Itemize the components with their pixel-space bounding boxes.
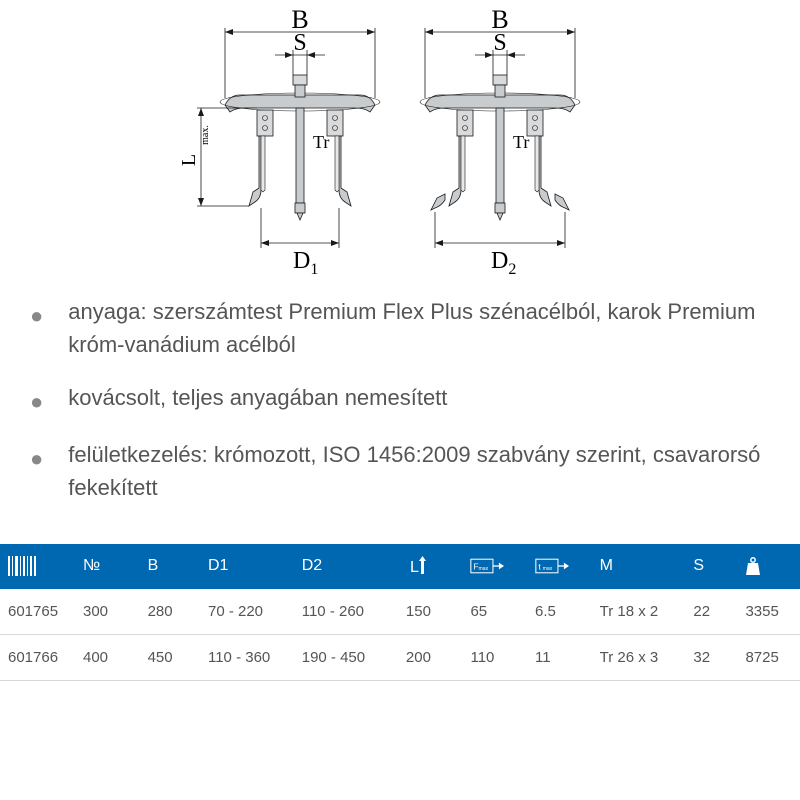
dim-label-D2: D2	[491, 248, 516, 278]
col-B: B	[140, 544, 200, 589]
table-cell: 8725	[737, 635, 800, 681]
length-icon: L	[406, 556, 434, 576]
svg-text:t: t	[538, 561, 541, 571]
table-cell: 3355	[737, 589, 800, 635]
dim-label-S2: S	[493, 30, 506, 56]
dim-label-S: S	[293, 30, 306, 56]
col-tmax: t max	[527, 544, 592, 589]
bullet-dot-icon: ●	[30, 442, 43, 475]
table-cell: 150	[398, 589, 463, 635]
col-Fmax: F max	[462, 544, 527, 589]
table-cell: 601766	[0, 635, 75, 681]
svg-text:max: max	[543, 566, 553, 572]
table-header-row: № B D1 D2 L F max t max M S	[0, 544, 800, 589]
bullet-item: ● kovácsolt, teljes anyagában nemesített	[30, 381, 770, 418]
fmax-icon: F max	[470, 557, 504, 575]
diagram-svg: B S Tr L max. D1 B	[180, 5, 620, 285]
table-cell: 11	[527, 635, 592, 681]
table-cell: 400	[75, 635, 140, 681]
dim-label-L: L	[180, 154, 200, 166]
bullet-text: felületkezelés: krómozott, ISO 1456:2009…	[68, 438, 770, 504]
bullet-text: kovácsolt, teljes anyagában nemesített	[68, 381, 447, 414]
table-cell: 190 - 450	[294, 635, 398, 681]
table-cell: 65	[462, 589, 527, 635]
barcode-icon	[8, 556, 36, 576]
table-cell: 300	[75, 589, 140, 635]
table-cell: Tr 26 x 3	[592, 635, 686, 681]
col-S: S	[685, 544, 737, 589]
technical-diagram: B S Tr L max. D1 B	[0, 0, 800, 290]
col-no: №	[75, 544, 140, 589]
svg-text:L: L	[410, 559, 419, 576]
table-cell: 450	[140, 635, 200, 681]
bullet-dot-icon: ●	[30, 299, 43, 332]
svg-text:max: max	[479, 566, 489, 572]
dim-label-Lmax: max.	[200, 125, 211, 145]
table-cell: 6.5	[527, 589, 592, 635]
table-row: 601766400450110 - 360190 - 45020011011Tr…	[0, 635, 800, 681]
dim-label-D1: D1	[293, 248, 318, 278]
col-M: M	[592, 544, 686, 589]
bullet-text: anyaga: szerszámtest Premium Flex Plus s…	[68, 295, 770, 361]
tmax-icon: t max	[535, 557, 569, 575]
dim-label-Tr: Tr	[313, 132, 329, 152]
bullet-item: ● felületkezelés: krómozott, ISO 1456:200…	[30, 438, 770, 504]
table-cell: 32	[685, 635, 737, 681]
col-D1: D1	[200, 544, 294, 589]
table-cell: 110	[462, 635, 527, 681]
table-cell: Tr 18 x 2	[592, 589, 686, 635]
spec-table: № B D1 D2 L F max t max M S	[0, 544, 800, 681]
bullet-item: ● anyaga: szerszámtest Premium Flex Plus …	[30, 295, 770, 361]
bullet-dot-icon: ●	[30, 385, 43, 418]
weight-icon	[745, 557, 761, 575]
col-weight	[737, 544, 800, 589]
col-barcode	[0, 544, 75, 589]
col-D2: D2	[294, 544, 398, 589]
col-L: L	[398, 544, 463, 589]
dim-label-Tr2: Tr	[513, 132, 529, 152]
table-row: 60176530028070 - 220110 - 260150656.5Tr …	[0, 589, 800, 635]
table-cell: 110 - 360	[200, 635, 294, 681]
table-cell: 601765	[0, 589, 75, 635]
table-cell: 280	[140, 589, 200, 635]
table-cell: 70 - 220	[200, 589, 294, 635]
table-cell: 200	[398, 635, 463, 681]
table-cell: 22	[685, 589, 737, 635]
table-cell: 110 - 260	[294, 589, 398, 635]
feature-bullets: ● anyaga: szerszámtest Premium Flex Plus …	[0, 290, 800, 544]
